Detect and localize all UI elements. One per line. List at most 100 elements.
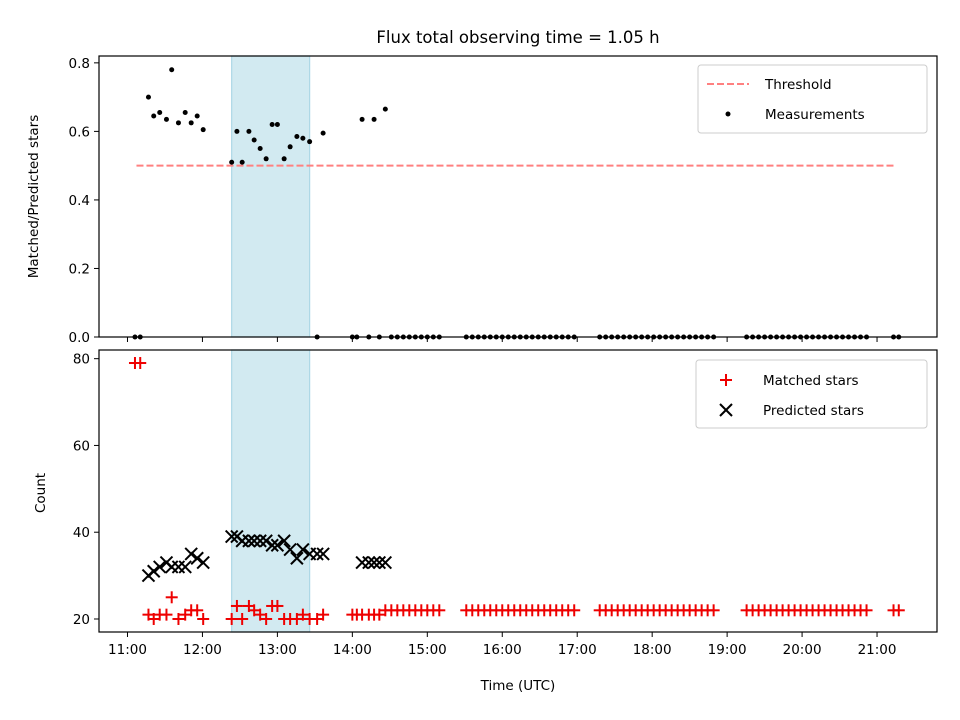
- predicted-star-point: [316, 547, 330, 561]
- y-tick-label: 0.8: [69, 56, 90, 72]
- matched-star-point: [191, 604, 204, 617]
- bottom-legend: Matched stars Predicted stars: [695, 359, 928, 429]
- measurement-point: [300, 135, 306, 141]
- bottom-y-axis-label: Count: [33, 473, 49, 513]
- predicted-star-point: [259, 534, 273, 548]
- predicted-star-point: [270, 538, 285, 552]
- matched-star-point: [134, 357, 147, 370]
- top-y-ticks: 0.0 0.2 0.4 0.6 0.8: [69, 56, 99, 346]
- measurement-point: [200, 127, 206, 133]
- measurement-point: [239, 159, 245, 165]
- matched-star-point: [860, 604, 873, 617]
- x-tick-label: 20:00: [783, 642, 822, 658]
- matched-star-point: [892, 604, 905, 617]
- predicted-star-point: [147, 564, 161, 578]
- measurement-point: [182, 110, 188, 116]
- predicted-star-point: [153, 560, 167, 574]
- measurement-point: [257, 146, 263, 152]
- legend-threshold-label: Threshold: [764, 77, 832, 93]
- measurement-point: [145, 94, 151, 100]
- predicted-star-point: [367, 555, 381, 570]
- y-tick-label: 0.4: [69, 193, 90, 209]
- bottom-x-ticks: 11:00 12:00 13:00 14:00 15:00 16:00 17:00 18:00…: [108, 632, 896, 658]
- predicted-star-point: [277, 534, 291, 548]
- matched-star-point: [236, 612, 249, 625]
- x-axis-label: Time (UTC): [480, 678, 556, 694]
- measurement-point: [157, 110, 163, 116]
- legend-predicted-marker: [719, 403, 733, 417]
- y-tick-label: 80: [73, 352, 90, 368]
- measurement-point: [294, 134, 300, 140]
- shaded-region: [231, 55, 311, 338]
- chart-title: Flux total observing time = 1.05 h: [376, 28, 659, 47]
- measurement-point: [307, 139, 313, 145]
- predicted-star-point: [178, 560, 192, 574]
- matched-star-point: [160, 608, 173, 621]
- matched-star-point: [260, 612, 273, 625]
- measurement-point: [320, 130, 326, 136]
- bottom-panel: 11:00 12:00 13:00 14:00 15:00 16:00 17:00 18:00…: [33, 349, 938, 694]
- matched-star-point: [707, 604, 720, 617]
- predicted-star-point: [290, 551, 304, 565]
- x-tick-label: 11:00: [108, 642, 147, 658]
- matched-star-point: [165, 591, 178, 604]
- bottom-axes-frame: [98, 349, 938, 633]
- bottom-y-ticks: 20 40 60 80: [73, 352, 99, 628]
- measurement-point: [234, 128, 240, 134]
- legend-measurements-marker: [725, 111, 731, 117]
- y-tick-label: 60: [73, 438, 90, 454]
- measurement-point: [175, 120, 181, 126]
- measurement-point: [269, 122, 275, 128]
- predicted-star-point: [247, 534, 261, 548]
- predicted-star-point: [362, 555, 376, 570]
- y-tick-label: 0.6: [69, 124, 90, 140]
- predicted-star-point: [253, 534, 267, 548]
- measurement-point: [188, 120, 194, 126]
- matched-star-point: [225, 612, 238, 625]
- y-tick-label: 0.0: [69, 330, 90, 346]
- bottom-data-marks: [128, 357, 905, 625]
- predicted-star-point: [310, 547, 324, 561]
- legend-predicted-label: Predicted stars: [763, 403, 864, 419]
- measurement-point: [194, 113, 200, 119]
- x-tick-label: 19:00: [708, 642, 747, 658]
- y-tick-label: 20: [73, 612, 90, 628]
- top-panel: 0.00.20.40.60.8 Matched/Predicted stars …: [26, 55, 938, 346]
- measurement-point: [151, 113, 157, 119]
- matched-star-point: [197, 612, 210, 625]
- measurement-point: [246, 128, 252, 134]
- top-axes-frame: [98, 55, 938, 338]
- matched-star-point: [317, 608, 330, 621]
- x-tick-label: 12:00: [183, 642, 222, 658]
- predicted-star-point: [378, 555, 393, 570]
- measurement-point: [169, 67, 175, 73]
- measurement-point: [382, 106, 388, 112]
- measurement-point: [251, 137, 257, 143]
- x-tick-label: 18:00: [633, 642, 672, 658]
- predicted-star-point: [372, 555, 387, 570]
- measurement-point: [359, 116, 365, 122]
- bottom-legend-box: [695, 359, 928, 429]
- predicted-star-point: [184, 547, 198, 561]
- legend-matched-marker: [720, 374, 732, 386]
- matched-star-point: [172, 612, 185, 625]
- y-tick-label: 0.2: [69, 261, 90, 277]
- measurement-point: [274, 122, 280, 128]
- x-tick-label: 16:00: [483, 642, 522, 658]
- measurement-point: [163, 116, 169, 122]
- measurement-point: [263, 156, 269, 162]
- matched-star-point: [568, 604, 581, 617]
- shaded-region: [231, 349, 311, 633]
- matched-star-point: [271, 599, 284, 612]
- predicted-star-point: [224, 529, 239, 544]
- measurement-point: [281, 156, 287, 162]
- measurement-point: [287, 144, 293, 150]
- x-tick-label: 17:00: [558, 642, 597, 658]
- x-tick-label: 15:00: [408, 642, 447, 658]
- predicted-star-point: [190, 551, 204, 565]
- matched-star-point: [433, 604, 446, 617]
- y-tick-label: 40: [73, 525, 90, 541]
- matched-star-point: [230, 599, 243, 612]
- legend-matched-label: Matched stars: [763, 373, 859, 389]
